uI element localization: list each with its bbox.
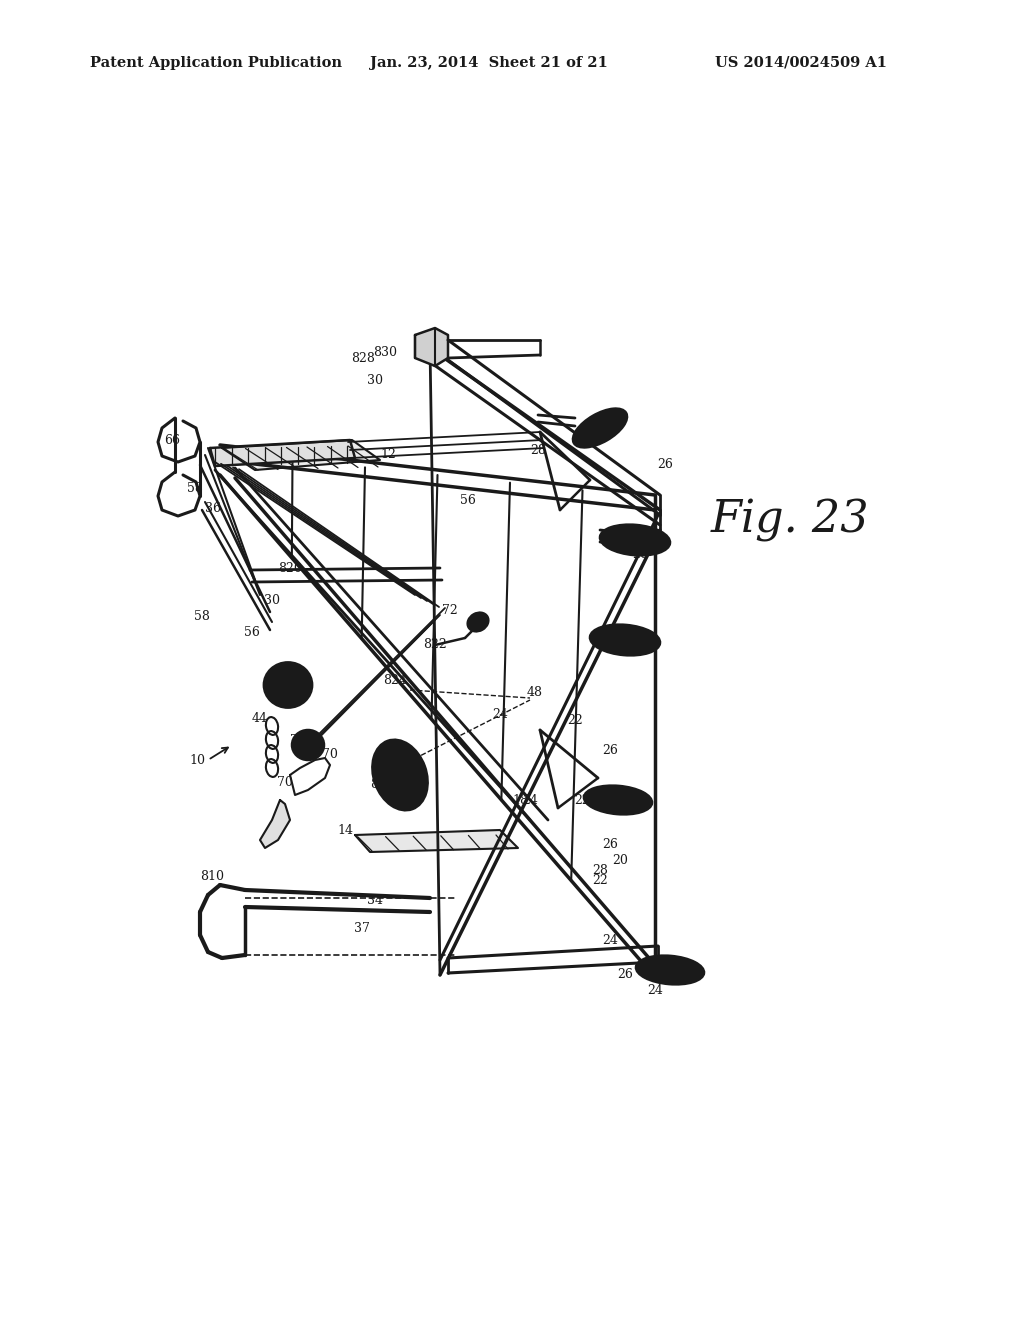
Text: 28: 28 (592, 863, 608, 876)
Text: 24: 24 (493, 709, 508, 722)
Text: 30: 30 (264, 594, 280, 606)
Text: 26: 26 (632, 549, 648, 561)
Text: 30: 30 (367, 374, 383, 387)
Text: 72: 72 (442, 603, 458, 616)
Text: 826: 826 (370, 779, 394, 792)
Text: 66: 66 (164, 433, 180, 446)
Text: 26: 26 (617, 969, 633, 982)
Polygon shape (210, 440, 355, 466)
Polygon shape (415, 327, 449, 366)
Text: 56: 56 (460, 494, 476, 507)
Text: 70: 70 (323, 748, 338, 762)
Text: 34: 34 (367, 894, 383, 907)
Circle shape (280, 677, 296, 693)
Text: 28: 28 (530, 444, 546, 457)
Text: 46: 46 (272, 672, 288, 685)
Text: 26: 26 (602, 743, 617, 756)
Ellipse shape (380, 748, 420, 801)
Text: 10: 10 (189, 754, 205, 767)
Text: 22: 22 (567, 714, 583, 726)
Text: 44: 44 (252, 711, 268, 725)
Text: 830: 830 (373, 346, 397, 359)
Ellipse shape (600, 525, 670, 556)
Text: 18: 18 (512, 793, 528, 807)
Text: 24: 24 (602, 933, 617, 946)
Text: Jan. 23, 2014  Sheet 21 of 21: Jan. 23, 2014 Sheet 21 of 21 (370, 55, 608, 70)
Text: 26: 26 (602, 838, 617, 851)
Text: 26: 26 (657, 458, 673, 471)
Polygon shape (355, 830, 518, 851)
Text: 72: 72 (290, 734, 306, 747)
Text: 48: 48 (527, 685, 543, 698)
Text: Fig. 23: Fig. 23 (711, 499, 869, 541)
Ellipse shape (292, 730, 324, 760)
Text: 12: 12 (380, 449, 396, 462)
Text: US 2014/0024509 A1: US 2014/0024509 A1 (715, 55, 887, 70)
Text: 56: 56 (244, 627, 260, 639)
Text: 22: 22 (592, 874, 608, 887)
Text: 810: 810 (200, 870, 224, 883)
Text: 24: 24 (647, 983, 663, 997)
Polygon shape (260, 800, 290, 847)
Text: Patent Application Publication: Patent Application Publication (90, 55, 342, 70)
Text: 36: 36 (205, 502, 221, 515)
Text: 24: 24 (522, 793, 538, 807)
Polygon shape (222, 440, 380, 470)
Text: 20: 20 (612, 854, 628, 866)
Text: 824: 824 (378, 755, 402, 768)
Ellipse shape (573, 409, 627, 447)
Ellipse shape (264, 663, 312, 708)
Text: 822: 822 (423, 639, 446, 652)
Text: 828: 828 (351, 351, 375, 364)
Ellipse shape (590, 624, 659, 655)
Text: 824: 824 (383, 673, 407, 686)
Text: 820: 820 (279, 561, 302, 574)
Text: 22: 22 (574, 793, 590, 807)
Text: 37: 37 (354, 921, 370, 935)
Text: 58: 58 (195, 610, 210, 623)
Ellipse shape (373, 741, 427, 810)
Circle shape (300, 737, 316, 752)
Text: 14: 14 (337, 824, 353, 837)
Ellipse shape (468, 612, 488, 631)
Ellipse shape (584, 785, 652, 814)
Text: 58: 58 (187, 482, 203, 495)
Text: 70: 70 (278, 776, 293, 789)
Ellipse shape (636, 956, 703, 985)
